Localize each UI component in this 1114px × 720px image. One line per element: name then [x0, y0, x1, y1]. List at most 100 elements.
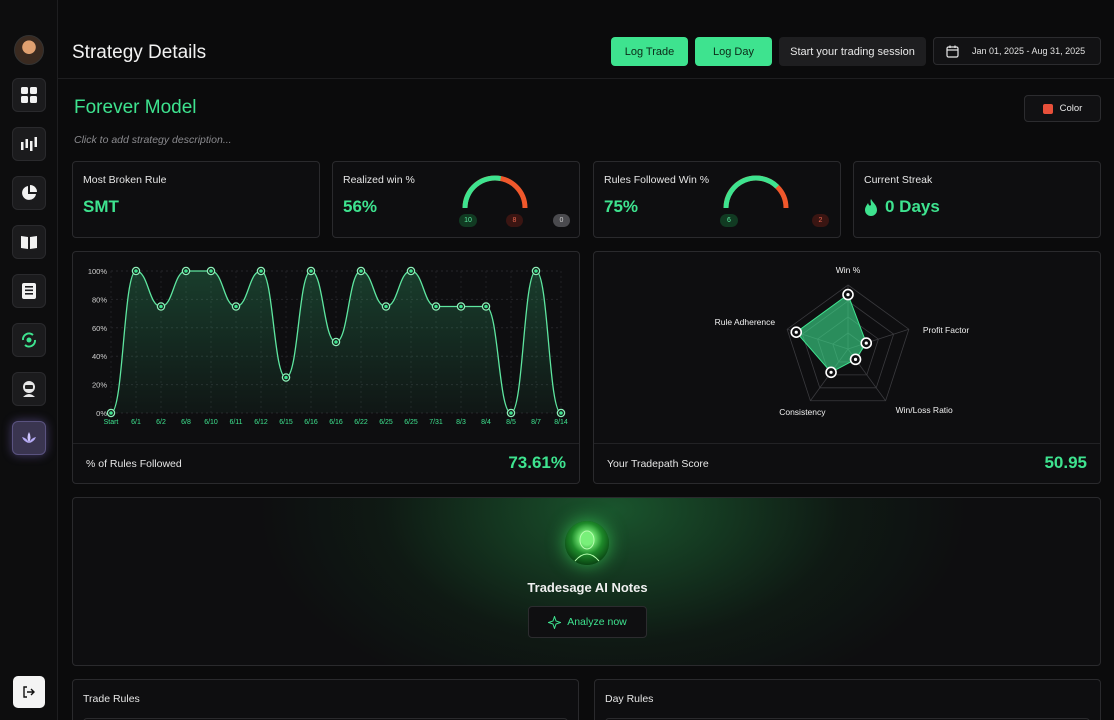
stat-label: Rules Followed Win %: [604, 174, 710, 186]
stat-label: Current Streak: [864, 174, 933, 186]
y-tick-label: 40%: [92, 352, 107, 361]
book-icon: [21, 236, 37, 249]
x-tick-label: 6/25: [404, 419, 418, 426]
journal-nav-button[interactable]: [12, 274, 46, 308]
data-point-core: [409, 269, 413, 273]
strategy-description[interactable]: Click to add strategy description...: [74, 134, 232, 146]
radar-axis-label: Profit Factor: [923, 325, 969, 335]
current-streak-card: Current Streak 0 Days: [853, 161, 1101, 238]
data-point-core: [109, 411, 113, 415]
radar-point-core: [846, 293, 850, 297]
gauge-win-arc: [462, 175, 502, 209]
rules-followed-win-card: Rules Followed Win % 75% 6 2: [593, 161, 841, 238]
x-tick-label: 6/2: [156, 419, 166, 426]
reports-nav-button[interactable]: [12, 176, 46, 210]
start-session-button[interactable]: Start your trading session: [779, 37, 926, 66]
radar-axis-label: Rule Adherence: [715, 317, 776, 327]
day-rules-title: Day Rules: [605, 693, 654, 705]
data-point-core: [459, 304, 463, 309]
data-point-core: [434, 304, 438, 309]
data-point-core: [259, 269, 263, 273]
ai-coach-nav-button[interactable]: [12, 372, 46, 406]
chart-footer-value: 50.95: [1044, 453, 1087, 472]
losses-count-pill: 2: [812, 214, 829, 227]
radar-grid-ring: [786, 284, 910, 402]
logout-icon: [23, 686, 35, 698]
chart-footer: Your Tradepath Score 50.95: [594, 443, 1100, 483]
sparkle-icon: [548, 615, 562, 629]
radar-axis-label: Win %: [836, 265, 861, 275]
y-tick-label: 100%: [88, 267, 108, 276]
trade-rules-title: Trade Rules: [83, 693, 140, 705]
x-tick-label: Start: [104, 419, 119, 426]
y-tick-label: 60%: [92, 324, 107, 333]
x-tick-label: 6/1: [131, 419, 141, 426]
rules-followed-chart: 0% 20% 40% 60% 80% 100% Start 6/1 6/2 6/8 6/10 6/11…: [88, 266, 568, 426]
x-tick-label: 6/8: [181, 419, 191, 426]
radar-axis-label: Consistency: [779, 407, 826, 417]
x-tick-label: 6/16: [329, 419, 343, 426]
stat-value: 75%: [604, 197, 639, 216]
x-tick-label: 8/4: [481, 419, 491, 426]
radar-point-core: [829, 370, 833, 374]
analyze-now-button[interactable]: Analyze now: [528, 606, 647, 638]
breakeven-count-pill: 0: [553, 214, 570, 227]
x-tick-label: 6/10: [204, 419, 218, 426]
data-point-core: [284, 375, 288, 380]
data-point-core: [309, 269, 313, 273]
logout-button[interactable]: [13, 676, 45, 708]
x-tick-label: 6/25: [379, 419, 393, 426]
data-point-core: [484, 304, 488, 309]
trade-rules-card: Trade Rules: [72, 679, 579, 720]
dashboard-nav-button[interactable]: [12, 78, 46, 112]
x-tick-label: 6/15: [279, 419, 293, 426]
wins-count-pill: 6: [720, 214, 738, 227]
flame-icon: [865, 198, 877, 216]
color-picker-button[interactable]: Color: [1024, 95, 1101, 122]
analyze-now-label: Analyze now: [567, 616, 627, 628]
trades-nav-button[interactable]: [12, 127, 46, 161]
data-point-core: [384, 304, 388, 309]
ai-notes-card: Tradesage AI Notes Analyze now: [72, 497, 1101, 666]
date-range-picker[interactable]: Jan 01, 2025 - Aug 31, 2025: [933, 37, 1101, 65]
log-trade-button[interactable]: Log Trade: [611, 37, 688, 66]
chart-footer-value: 73.61%: [508, 453, 566, 472]
data-point-core: [359, 269, 363, 273]
calendar-icon: [946, 45, 959, 58]
color-swatch: [1042, 103, 1053, 114]
data-point-core: [184, 269, 188, 273]
realized-win-card: Realized win % 56% 10 8 0: [332, 161, 580, 238]
meditation-nav-button[interactable]: [12, 421, 46, 455]
data-point-core: [209, 269, 213, 273]
ai-notes-title: Tradesage AI Notes: [527, 580, 648, 595]
x-tick-label: 6/16: [304, 419, 318, 426]
y-tick-label: 20%: [92, 381, 107, 390]
playbook-nav-button[interactable]: [12, 225, 46, 259]
data-point-core: [559, 411, 563, 415]
pie-chart-icon: [22, 185, 37, 200]
data-point-core: [334, 340, 338, 344]
sync-nav-button[interactable]: [12, 323, 46, 357]
x-tick-label: 8/3: [456, 419, 466, 426]
data-point-core: [234, 304, 238, 309]
radar-axis-label: Win/Loss Ratio: [896, 405, 953, 415]
strategy-name[interactable]: Forever Model: [74, 97, 197, 118]
page-title: Strategy Details: [72, 42, 207, 63]
log-day-button[interactable]: Log Day: [695, 37, 772, 66]
chart-footer-label: % of Rules Followed: [86, 458, 182, 470]
radar-point-core: [864, 341, 868, 345]
x-tick-label: 8/14: [554, 419, 568, 426]
color-label: Color: [1059, 103, 1083, 114]
user-avatar[interactable]: [14, 35, 44, 65]
x-tick-label: 8/5: [506, 419, 516, 426]
radar-point-core: [794, 330, 798, 334]
sync-icon: [22, 332, 36, 348]
x-tick-label: 7/31: [429, 419, 443, 426]
gauge-win-arc: [723, 175, 779, 209]
stat-value: 56%: [343, 197, 378, 216]
candlestick-icon: [21, 137, 37, 151]
robot-icon: [23, 381, 35, 397]
sidebar: [0, 0, 58, 720]
stat-label: Realized win %: [343, 174, 415, 186]
